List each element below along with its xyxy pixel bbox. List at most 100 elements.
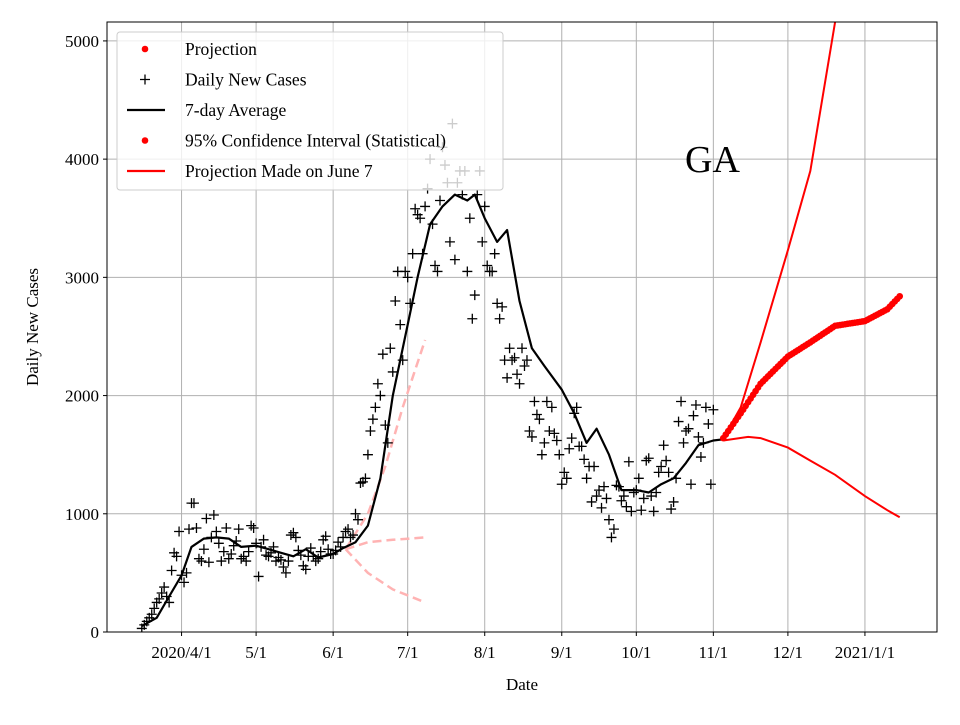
daily-case-point — [261, 550, 272, 561]
daily-case-point — [258, 534, 269, 545]
axes-frame — [106, 21, 938, 633]
daily-case-point — [554, 449, 565, 460]
x-tick-label: 10/1 — [621, 643, 651, 662]
daily-case-point — [544, 426, 555, 437]
daily-case-point — [648, 506, 659, 517]
daily-case-point — [693, 431, 704, 442]
daily-case-point — [348, 530, 359, 541]
daily-case-point — [390, 295, 401, 306]
daily-case-point — [467, 313, 478, 324]
daily-case-point — [529, 396, 540, 407]
daily-case-point — [695, 452, 706, 463]
daily-case-point — [432, 266, 443, 277]
daily-case-point — [504, 343, 515, 354]
daily-case-point — [564, 443, 575, 454]
daily-case-point — [211, 526, 222, 537]
daily-case-point — [507, 355, 518, 366]
daily-case-point — [489, 248, 500, 259]
daily-case-point — [638, 493, 649, 504]
daily-case-point — [494, 313, 505, 324]
daily-case-point — [626, 506, 637, 517]
daily-case-point — [216, 556, 227, 567]
legend-marker-dot — [141, 137, 149, 144]
daily-case-point — [221, 522, 232, 533]
daily-case-point — [196, 556, 207, 567]
daily-case-point — [601, 493, 612, 504]
daily-case-point — [666, 504, 677, 515]
daily-case-point — [310, 556, 321, 567]
projection-point — [896, 292, 904, 300]
daily-case-point — [226, 548, 237, 559]
daily-case-point — [174, 526, 185, 537]
daily-case-point — [551, 435, 562, 446]
x-tick-label: 9/1 — [551, 643, 573, 662]
daily-case-point — [636, 505, 647, 516]
legend-label: 95% Confidence Interval (Statistical) — [185, 131, 446, 151]
daily-case-point — [678, 437, 689, 448]
daily-case-point — [673, 416, 684, 427]
y-tick-label: 0 — [91, 623, 100, 642]
daily-case-point — [643, 453, 654, 464]
daily-case-point — [534, 414, 545, 425]
june7-projection-line — [344, 548, 426, 604]
daily-case-point — [223, 553, 234, 564]
daily-case-point — [407, 248, 418, 259]
daily-case-point — [599, 481, 610, 492]
daily-case-point — [208, 509, 219, 520]
daily-case-point — [238, 551, 249, 562]
ticks: 2020/4/1 5/1 6/1 7/1 8/1 9/1 10/1 11/1 12/1 2021/… — [65, 32, 895, 662]
daily-case-point — [290, 532, 301, 543]
daily-case-point — [370, 402, 381, 413]
daily-case-point — [320, 531, 331, 542]
daily-case-point — [405, 298, 416, 309]
daily-case-point — [462, 266, 473, 277]
legend-marker-dot — [141, 45, 149, 53]
daily-case-point — [497, 301, 508, 312]
daily-case-point — [479, 201, 490, 212]
daily-case-point — [375, 390, 386, 401]
daily-case-point — [524, 426, 535, 437]
daily-case-point — [236, 553, 247, 564]
june7-projection-line — [344, 339, 427, 550]
daily-case-point — [606, 532, 617, 543]
seven-day-average-line — [141, 193, 724, 628]
daily-case-point — [700, 402, 711, 413]
daily-case-point — [681, 426, 692, 437]
daily-case-point — [372, 378, 383, 389]
daily-case-point — [541, 396, 552, 407]
daily-case-point — [184, 524, 195, 535]
legend-label: 7-day Average — [185, 100, 286, 120]
daily-case-point — [703, 418, 714, 429]
daily-case-point — [300, 564, 311, 575]
daily-case-point — [159, 582, 170, 593]
daily-case-point — [559, 467, 570, 478]
daily-case-point — [514, 378, 525, 389]
daily-case-point — [333, 537, 344, 548]
daily-case-point — [280, 567, 291, 578]
daily-case-point — [536, 449, 547, 460]
daily-case-point — [482, 260, 493, 271]
daily-case-point — [690, 400, 701, 411]
x-tick-label: 7/1 — [397, 643, 419, 662]
daily-case-point — [365, 426, 376, 437]
daily-case-point — [362, 449, 373, 460]
daily-case-point — [561, 473, 572, 484]
daily-case-point — [618, 491, 629, 502]
daily-case-point — [191, 522, 202, 533]
x-axis-label: Date — [506, 675, 538, 694]
legend-label: Projection Made on June 7 — [185, 161, 373, 181]
x-tick-label: 12/1 — [773, 643, 803, 662]
daily-case-point — [410, 203, 421, 214]
daily-case-point — [360, 473, 371, 484]
daily-case-point — [603, 514, 614, 525]
daily-case-point — [596, 502, 607, 513]
daily-case-point — [188, 498, 199, 509]
daily-case-point — [616, 495, 627, 506]
daily-case-point — [203, 557, 214, 568]
daily-case-point — [343, 524, 354, 535]
daily-case-point — [705, 479, 716, 490]
daily-case-point — [623, 456, 634, 467]
daily-case-point — [350, 508, 361, 519]
daily-case-point — [571, 402, 582, 413]
x-tick-label: 11/1 — [699, 643, 729, 662]
